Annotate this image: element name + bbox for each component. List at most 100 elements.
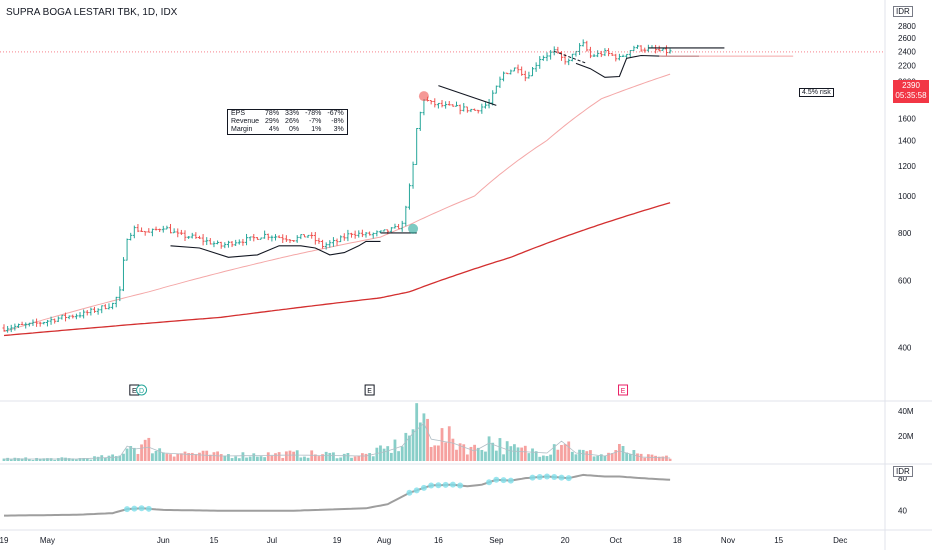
volume-bar	[462, 444, 466, 461]
volume-bar	[71, 458, 75, 461]
volume-bar	[169, 454, 172, 461]
time-tick-label: May	[40, 536, 55, 545]
volume-bar	[9, 459, 13, 461]
ohlc-bar	[643, 47, 647, 53]
volume-bar	[75, 459, 78, 461]
ohlc-bar	[389, 227, 393, 233]
cup-handle-line	[575, 54, 699, 78]
volume-bar	[241, 452, 245, 461]
volume-bar	[205, 450, 209, 461]
last-price-tag: 2390 05:35:58	[893, 80, 929, 103]
price-tick-label: 1600	[898, 114, 916, 123]
volume-bar	[382, 448, 386, 461]
ma-slow-line	[3, 202, 671, 337]
rs-tick-label: 80	[898, 474, 907, 483]
volume-bar	[342, 453, 346, 461]
volume-bar	[339, 457, 343, 461]
ohlc-bar	[559, 51, 563, 61]
volume-bar	[625, 452, 629, 461]
volume-bar	[650, 454, 654, 461]
volume-bar	[411, 429, 415, 461]
volume-bar	[259, 456, 263, 461]
volume-bar	[636, 453, 639, 461]
event-marker[interactable]: D	[136, 384, 148, 396]
volume-bar	[476, 447, 480, 461]
volume-bar	[332, 452, 335, 461]
price-tick-label: 800	[898, 229, 912, 238]
ohlc-bar	[382, 229, 386, 232]
ohlc-bar	[567, 58, 571, 66]
ohlc-bar	[538, 56, 542, 69]
rs-new-high-marker	[435, 482, 442, 489]
volume-bar	[38, 458, 42, 461]
cell: -78%	[305, 110, 322, 117]
volume-bar	[469, 446, 473, 461]
volume-bar	[541, 455, 545, 461]
ohlc-bar	[404, 205, 408, 227]
volume-bar	[433, 445, 437, 461]
volume-bar	[208, 454, 212, 461]
ohlc-bar	[154, 226, 158, 231]
ohlc-bar	[161, 225, 165, 233]
ohlc-bar	[360, 229, 364, 238]
volume-bar	[292, 451, 295, 461]
volume-bar	[252, 453, 256, 461]
ohlc-bar	[78, 312, 82, 318]
ohlc-bar	[549, 50, 553, 60]
ohlc-bar	[415, 127, 419, 165]
ohlc-bar	[353, 230, 357, 239]
volume-bar	[183, 451, 187, 461]
ohlc-bar	[24, 322, 28, 329]
volume-bar	[523, 445, 527, 461]
ohlc-bar	[107, 303, 111, 310]
volume-bar	[147, 437, 151, 461]
ohlc-bar	[628, 50, 632, 58]
volume-bar	[574, 454, 578, 461]
time-tick-label: 20	[561, 536, 570, 545]
volume-bar	[111, 454, 114, 461]
volume-bar	[437, 445, 440, 461]
ohlc-bar	[664, 45, 668, 57]
ohlc-bar	[223, 242, 227, 249]
price-tick-label: 2600	[898, 34, 916, 43]
volume-bar	[132, 447, 136, 461]
rs-new-high-marker	[536, 474, 543, 481]
time-tick-label: Oct	[610, 536, 623, 545]
ohlc-bar	[339, 235, 343, 243]
time-tick-label: Aug	[377, 536, 391, 545]
time-tick-label: Sep	[489, 536, 504, 545]
ohlc-bar	[607, 48, 611, 57]
ohlc-bar	[668, 48, 672, 54]
ohlc-bar	[89, 307, 93, 316]
ohlc-bar	[132, 225, 136, 239]
event-marker[interactable]: E	[364, 384, 375, 396]
volume-bar	[306, 457, 310, 461]
ohlc-bar	[556, 46, 560, 54]
event-label: E	[621, 388, 626, 395]
ohlc-bar	[9, 324, 13, 333]
volume-bar	[527, 453, 531, 461]
ohlc-bar	[444, 101, 448, 109]
time-tick-label: 15	[210, 536, 219, 545]
ohlc-bar	[621, 54, 625, 57]
event-marker[interactable]: E	[618, 384, 629, 396]
ohlc-bar	[248, 236, 252, 241]
ohlc-bar	[111, 302, 115, 310]
rs-new-high-marker	[428, 482, 435, 489]
volume-bar	[114, 456, 118, 461]
volume-bar	[277, 452, 281, 461]
rs-currency-badge[interactable]: IDR	[893, 466, 913, 477]
ohlc-bar	[176, 228, 180, 238]
ohlc-bar	[625, 53, 629, 59]
volume-bar	[281, 457, 285, 461]
volume-bar	[201, 450, 205, 461]
volume-bar	[498, 438, 502, 461]
volume-bar	[440, 428, 444, 461]
ohlc-bar	[299, 234, 303, 240]
volume-bar	[56, 458, 60, 461]
volume-bar	[654, 455, 657, 461]
volume-bar	[46, 458, 49, 461]
currency-badge[interactable]: IDR	[893, 6, 913, 17]
ohlc-bar	[335, 238, 339, 246]
